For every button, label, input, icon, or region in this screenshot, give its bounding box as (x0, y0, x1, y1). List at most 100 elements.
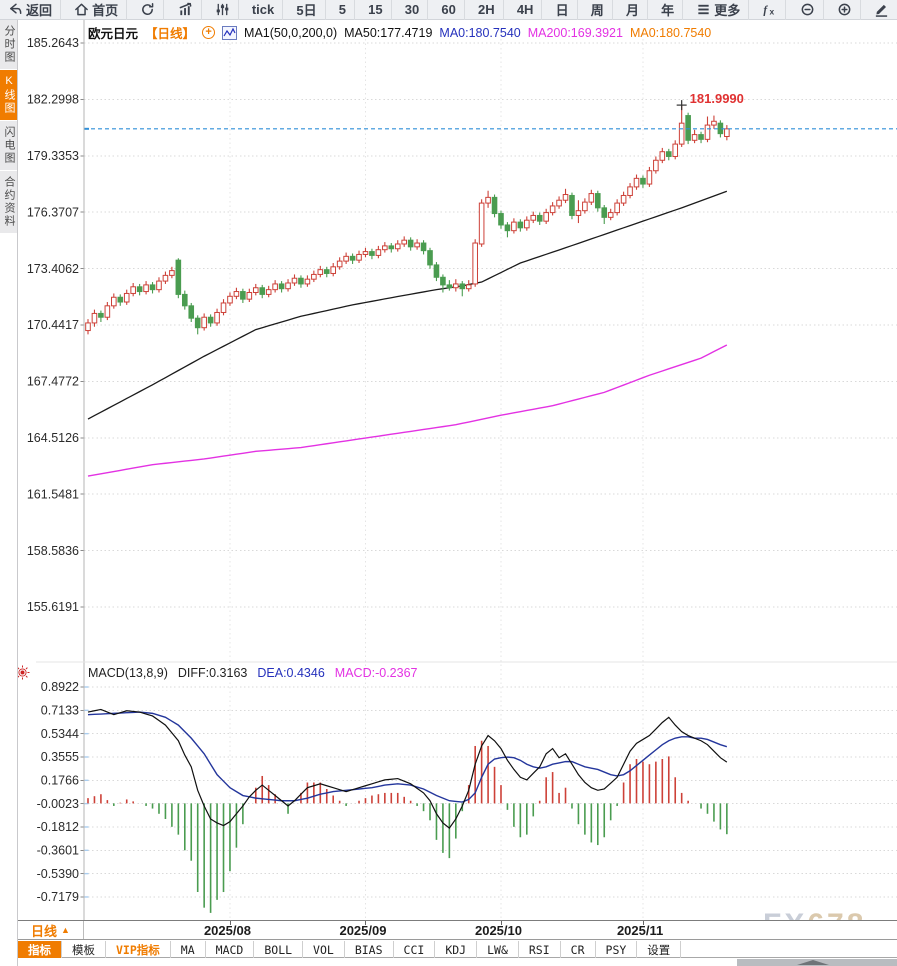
high-price-label: 181.9990 (690, 91, 744, 106)
ma0-orange-value: MA0:180.7540 (629, 25, 712, 40)
sidebar-item-lightning-chart[interactable]: 闪电图 (0, 121, 17, 170)
svg-text:x: x (770, 7, 775, 17)
macd-histogram (87, 740, 728, 913)
macd-axis-label: 0.3555 (41, 750, 79, 764)
ma50-value: MA50:177.4719 (344, 25, 433, 40)
pencil-icon (875, 4, 888, 17)
macd-axis-label: -0.0023 (37, 797, 79, 811)
interval-15-button[interactable]: 15 (360, 0, 392, 20)
zoomout-icon (801, 3, 814, 16)
sidebar-item-contract-info[interactable]: 合约资料 (0, 171, 17, 233)
macd-dea-line (87, 711, 728, 803)
chart-canvas: 185.2643 182.2998 179.3353 176.3707 173.4062… (27, 20, 897, 920)
period-selector-label: 日线 (31, 923, 58, 939)
period-badge[interactable]: 【日线】 (145, 27, 196, 41)
x-axis-month-label: 2025/09 (339, 923, 387, 938)
candles (85, 105, 730, 335)
price-axis-label: 170.4417 (27, 318, 79, 332)
lw-button[interactable]: LW& (477, 941, 519, 958)
cr-button[interactable]: CR (561, 941, 596, 958)
template-button[interactable]: 模板 (62, 941, 106, 958)
interval-60-button-label: 60 (441, 2, 456, 17)
ma200-value: MA200:169.3921 (527, 25, 623, 40)
interval-30-button-label: 30 (404, 2, 420, 17)
ma-button[interactable]: MA (171, 941, 206, 958)
collapse-handle-icon[interactable] (797, 960, 829, 965)
bars-icon (179, 2, 191, 16)
price-axis-label: 182.2998 (27, 93, 79, 107)
interval-day-button[interactable]: 日 (548, 0, 578, 20)
macd-axis-label: -0.5390 (37, 867, 79, 881)
macd-axis-label: -0.3601 (37, 844, 79, 858)
interval-15-button-label: 15 (368, 2, 383, 17)
vip-indicator-button[interactable]: VIP指标 (106, 941, 171, 958)
macd-button[interactable]: MACD (206, 941, 255, 958)
more-button[interactable]: 更多 (688, 0, 750, 20)
tick-button[interactable]: tick (244, 0, 284, 20)
indicator-button[interactable]: 指标 (18, 941, 62, 958)
x-axis-row: 日线 ▲ 2025/08 2025/09 2025/10 2025/11 (18, 920, 897, 940)
sliders-icon (216, 3, 228, 16)
price-axis-label: 155.6191 (27, 600, 79, 614)
macd-axis-label: -0.7179 (37, 890, 79, 904)
range-5d-button[interactable]: 5日 (288, 0, 326, 20)
left-sidebar: 分时图 K线图 闪电图 合约资料 (0, 20, 18, 966)
zoom-out-button[interactable] (792, 0, 824, 20)
refresh-button[interactable] (132, 0, 165, 20)
settings-button[interactable]: 设置 (637, 941, 682, 958)
interval-4h-button[interactable]: 4H (509, 0, 543, 20)
zoom-in-button[interactable] (829, 0, 861, 20)
macd-diff-line (87, 708, 728, 829)
kdj-button[interactable]: KDJ (435, 941, 478, 958)
home-button[interactable]: 首页 (66, 0, 128, 20)
range-5d-button-label: 5日 (296, 3, 317, 18)
draw-button[interactable] (866, 0, 897, 20)
sidebar-item-time-chart[interactable]: 分时图 (0, 20, 17, 69)
bar-chart-button[interactable] (170, 0, 202, 20)
price-axis-label: 167.4772 (27, 375, 79, 389)
zoomin-icon (838, 3, 851, 16)
psy-button[interactable]: PSY (596, 941, 638, 958)
interval-4h-button-label: 4H (516, 2, 534, 17)
sidebar-item-kline-chart[interactable]: K线图 (0, 70, 17, 120)
sliders-button[interactable] (207, 0, 239, 20)
bias-button[interactable]: BIAS (345, 941, 394, 958)
macd-axis-label: 0.8922 (41, 680, 79, 694)
month-tick (365, 921, 367, 925)
back-button-label: 返回 (26, 3, 53, 18)
ma0-blue-value: MA0:180.7540 (439, 25, 521, 40)
x-axis-month-label: 2025/10 (474, 923, 522, 938)
cci-button[interactable]: CCI (394, 941, 436, 958)
circle-plus-icon[interactable]: + (202, 26, 216, 39)
interval-5-button[interactable]: 5 (331, 0, 355, 20)
vol-button[interactable]: VOL (303, 941, 345, 958)
price-axis-label: 161.5481 (27, 487, 79, 501)
month-tick (500, 921, 502, 925)
macd-diff-value: DIFF:0.3163 (177, 666, 248, 680)
period-selector[interactable]: 日线 ▲ (18, 921, 84, 939)
indicator-toolbar: 指标 模板 VIP指标 MA MACD BOLL VOL BIAS CCI KDJ LW& RSI CR… (18, 941, 897, 958)
scrollbar[interactable] (737, 959, 897, 966)
rsi-button[interactable]: RSI (519, 941, 561, 958)
symbol-name: 欧元日元 (88, 27, 139, 41)
ma50-line (87, 190, 728, 420)
price-axis-label: 179.3353 (27, 149, 79, 163)
interval-60-button[interactable]: 60 (433, 0, 465, 20)
home-button-label: 首页 (92, 3, 119, 18)
macd-axis-label: 0.1766 (41, 774, 79, 788)
interval-month-button[interactable]: 月 (618, 0, 648, 20)
back-icon (10, 3, 22, 14)
menu-icon (698, 4, 709, 15)
chevron-up-icon: ▲ (61, 925, 70, 935)
interval-30-button[interactable]: 30 (397, 0, 429, 20)
interval-2h-button-label: 2H (478, 2, 495, 17)
interval-week-button[interactable]: 周 (583, 0, 613, 20)
boll-button[interactable]: BOLL (254, 941, 304, 958)
top-toolbar: 返回 首页 tick 5日 5 15 30 60 2H 4H 日 周 月 年 更多 f x (0, 0, 897, 20)
back-button[interactable]: 返回 (0, 0, 62, 20)
interval-year-button[interactable]: 年 (653, 0, 684, 20)
more-button-label: 更多 (714, 3, 741, 18)
interval-2h-button[interactable]: 2H (470, 0, 504, 20)
